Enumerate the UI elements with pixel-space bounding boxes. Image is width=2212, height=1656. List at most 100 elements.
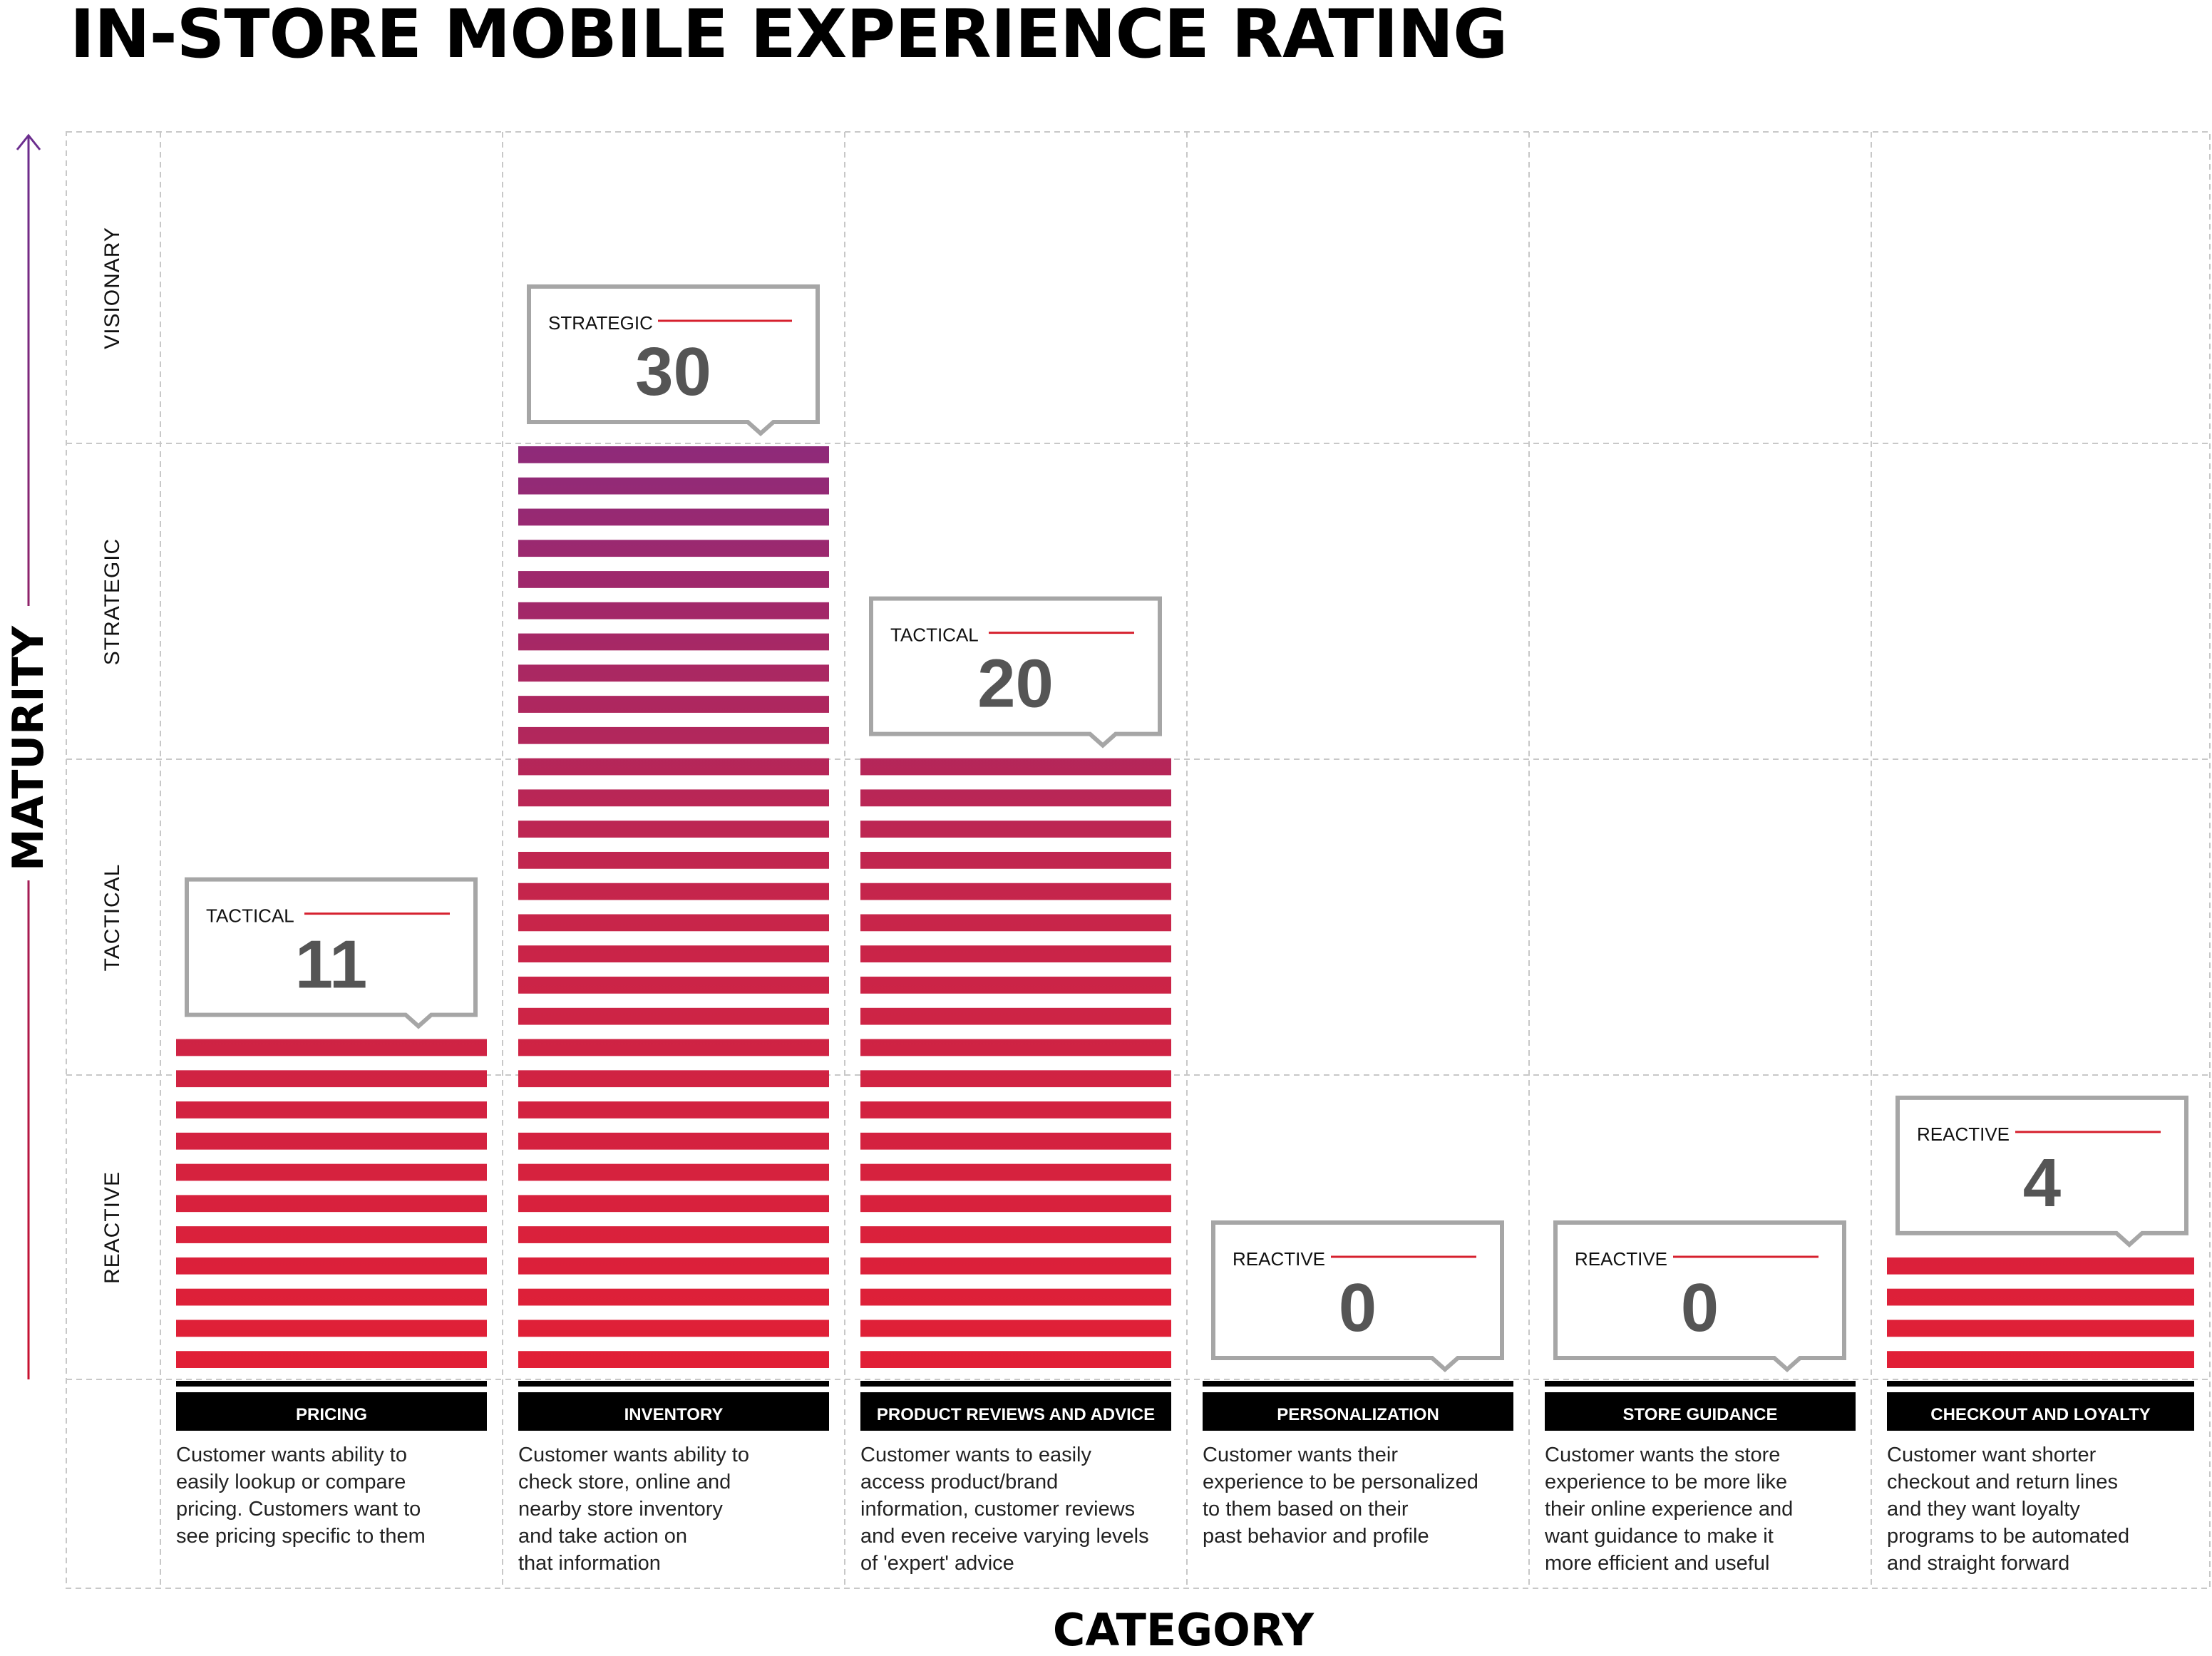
bar-segment	[518, 1070, 829, 1088]
bar-baseline	[860, 1381, 1171, 1387]
bar-segment	[860, 758, 1171, 776]
bar-segment	[176, 1101, 487, 1118]
maturity-axis	[16, 133, 41, 1379]
bar-segment	[518, 477, 829, 495]
bar-segment	[518, 883, 829, 900]
bar-segment	[1887, 1257, 2194, 1275]
category-label-pricing: PRICING	[176, 1392, 487, 1431]
bar-segment	[176, 1039, 487, 1056]
bar-segment	[860, 977, 1171, 994]
category-label-store-guidance: STORE GUIDANCE	[1545, 1392, 1856, 1431]
bar-checkout-and-loyalty	[1887, 1257, 2194, 1387]
bar-segment	[860, 1007, 1171, 1025]
bar-segment	[860, 914, 1171, 932]
callout-checkout-and-loyalty: REACTIVE 4	[1895, 1095, 2188, 1248]
bar-segment	[860, 1132, 1171, 1150]
callout-rating: STRATEGIC	[548, 312, 653, 334]
bar-segment	[860, 1320, 1171, 1337]
callout-rating: REACTIVE	[1917, 1123, 2010, 1145]
bar-segment	[518, 1039, 829, 1056]
callout-box	[1553, 1220, 1846, 1373]
bar-segment	[176, 1226, 487, 1243]
bar-baseline	[518, 1381, 829, 1387]
category-label-text: INVENTORY	[624, 1405, 724, 1424]
bar-segment	[518, 1288, 829, 1306]
level-label-text: REACTIVE	[101, 1171, 124, 1284]
callout-rating: REACTIVE	[1575, 1248, 1667, 1270]
bar-baseline	[1545, 1381, 1856, 1387]
callout-store-guidance: REACTIVE 0	[1553, 1220, 1846, 1373]
bars	[176, 446, 2194, 1387]
bar-segment	[518, 633, 829, 651]
bar-segment	[518, 1320, 829, 1337]
callouts: TACTICAL11STRATEGIC30TACTICAL20REACTIVE0…	[185, 284, 2188, 1373]
x-axis-label: CATEGORY	[1052, 1604, 1315, 1656]
bar-segment	[518, 508, 829, 526]
category-label-bg	[1887, 1392, 2194, 1431]
bar-segment	[1887, 1320, 2194, 1337]
category-label-text: PERSONALIZATION	[1277, 1405, 1439, 1424]
bar-segment	[176, 1163, 487, 1181]
bar-segment	[518, 696, 829, 713]
bar-segment	[518, 1132, 829, 1150]
bar-segment	[1887, 1351, 2194, 1368]
bar-segment	[860, 945, 1171, 963]
callout-box	[1211, 1220, 1504, 1373]
bar-segment	[518, 726, 829, 744]
level-label-text: VISIONARY	[101, 226, 124, 349]
category-label-bg	[176, 1392, 487, 1431]
bar-segment	[860, 851, 1171, 869]
bar-segment	[518, 1007, 829, 1025]
bar-segment	[518, 602, 829, 619]
bar-segment	[860, 1226, 1171, 1243]
category-description-personalization: Customer wants their experience to be pe…	[1203, 1444, 1478, 1548]
bar-segment	[860, 1195, 1171, 1213]
bar-segment	[518, 1101, 829, 1118]
category-description-product-reviews-and-advice: Customer wants to easily access product/…	[860, 1444, 1149, 1575]
bar-segment	[518, 758, 829, 776]
bar-store-guidance	[1545, 1381, 1856, 1387]
bar-segment	[518, 1351, 829, 1368]
bar-segment	[518, 1195, 829, 1213]
category-label-text: CHECKOUT AND LOYALTY	[1930, 1405, 2150, 1424]
bar-segment	[860, 1351, 1171, 1368]
bar-segment	[176, 1132, 487, 1150]
bar-segment	[860, 1070, 1171, 1088]
bar-segment	[518, 571, 829, 588]
bar-segment	[518, 821, 829, 838]
bar-baseline	[1203, 1381, 1513, 1387]
bar-pricing	[176, 1039, 487, 1387]
bar-segment	[176, 1070, 487, 1088]
bar-personalization	[1203, 1381, 1513, 1387]
category-description-inventory: Customer wants ability to check store, o…	[518, 1444, 749, 1575]
callout-value: 0	[1681, 1270, 1719, 1346]
grid-border	[66, 131, 2211, 1589]
bar-baseline	[1887, 1381, 2194, 1387]
category-label-text: PRODUCT REVIEWS AND ADVICE	[877, 1405, 1155, 1424]
category-label-text: STORE GUIDANCE	[1623, 1405, 1778, 1424]
bar-segment	[860, 821, 1171, 838]
callout-rating: TACTICAL	[890, 624, 979, 646]
callout-value: 20	[977, 646, 1054, 722]
bar-segment	[860, 883, 1171, 900]
bar-segment	[860, 1039, 1171, 1056]
category-description-store-guidance: Customer wants the store experience to b…	[1545, 1444, 1794, 1575]
bar-product-reviews-and-advice	[860, 758, 1171, 1387]
callout-personalization: REACTIVE 0	[1211, 1220, 1504, 1373]
bar-segment	[176, 1257, 487, 1275]
bar-segment	[176, 1195, 487, 1213]
category-label-text: PRICING	[296, 1405, 367, 1424]
bar-segment	[518, 977, 829, 994]
callout-rating: REACTIVE	[1233, 1248, 1325, 1270]
category-label-bg	[518, 1392, 829, 1431]
bar-segment	[860, 1257, 1171, 1275]
bar-segment	[518, 664, 829, 682]
callout-value: 11	[295, 927, 367, 1003]
bar-segment	[518, 540, 829, 557]
bar-segment	[860, 1163, 1171, 1181]
bar-baseline	[176, 1381, 487, 1387]
